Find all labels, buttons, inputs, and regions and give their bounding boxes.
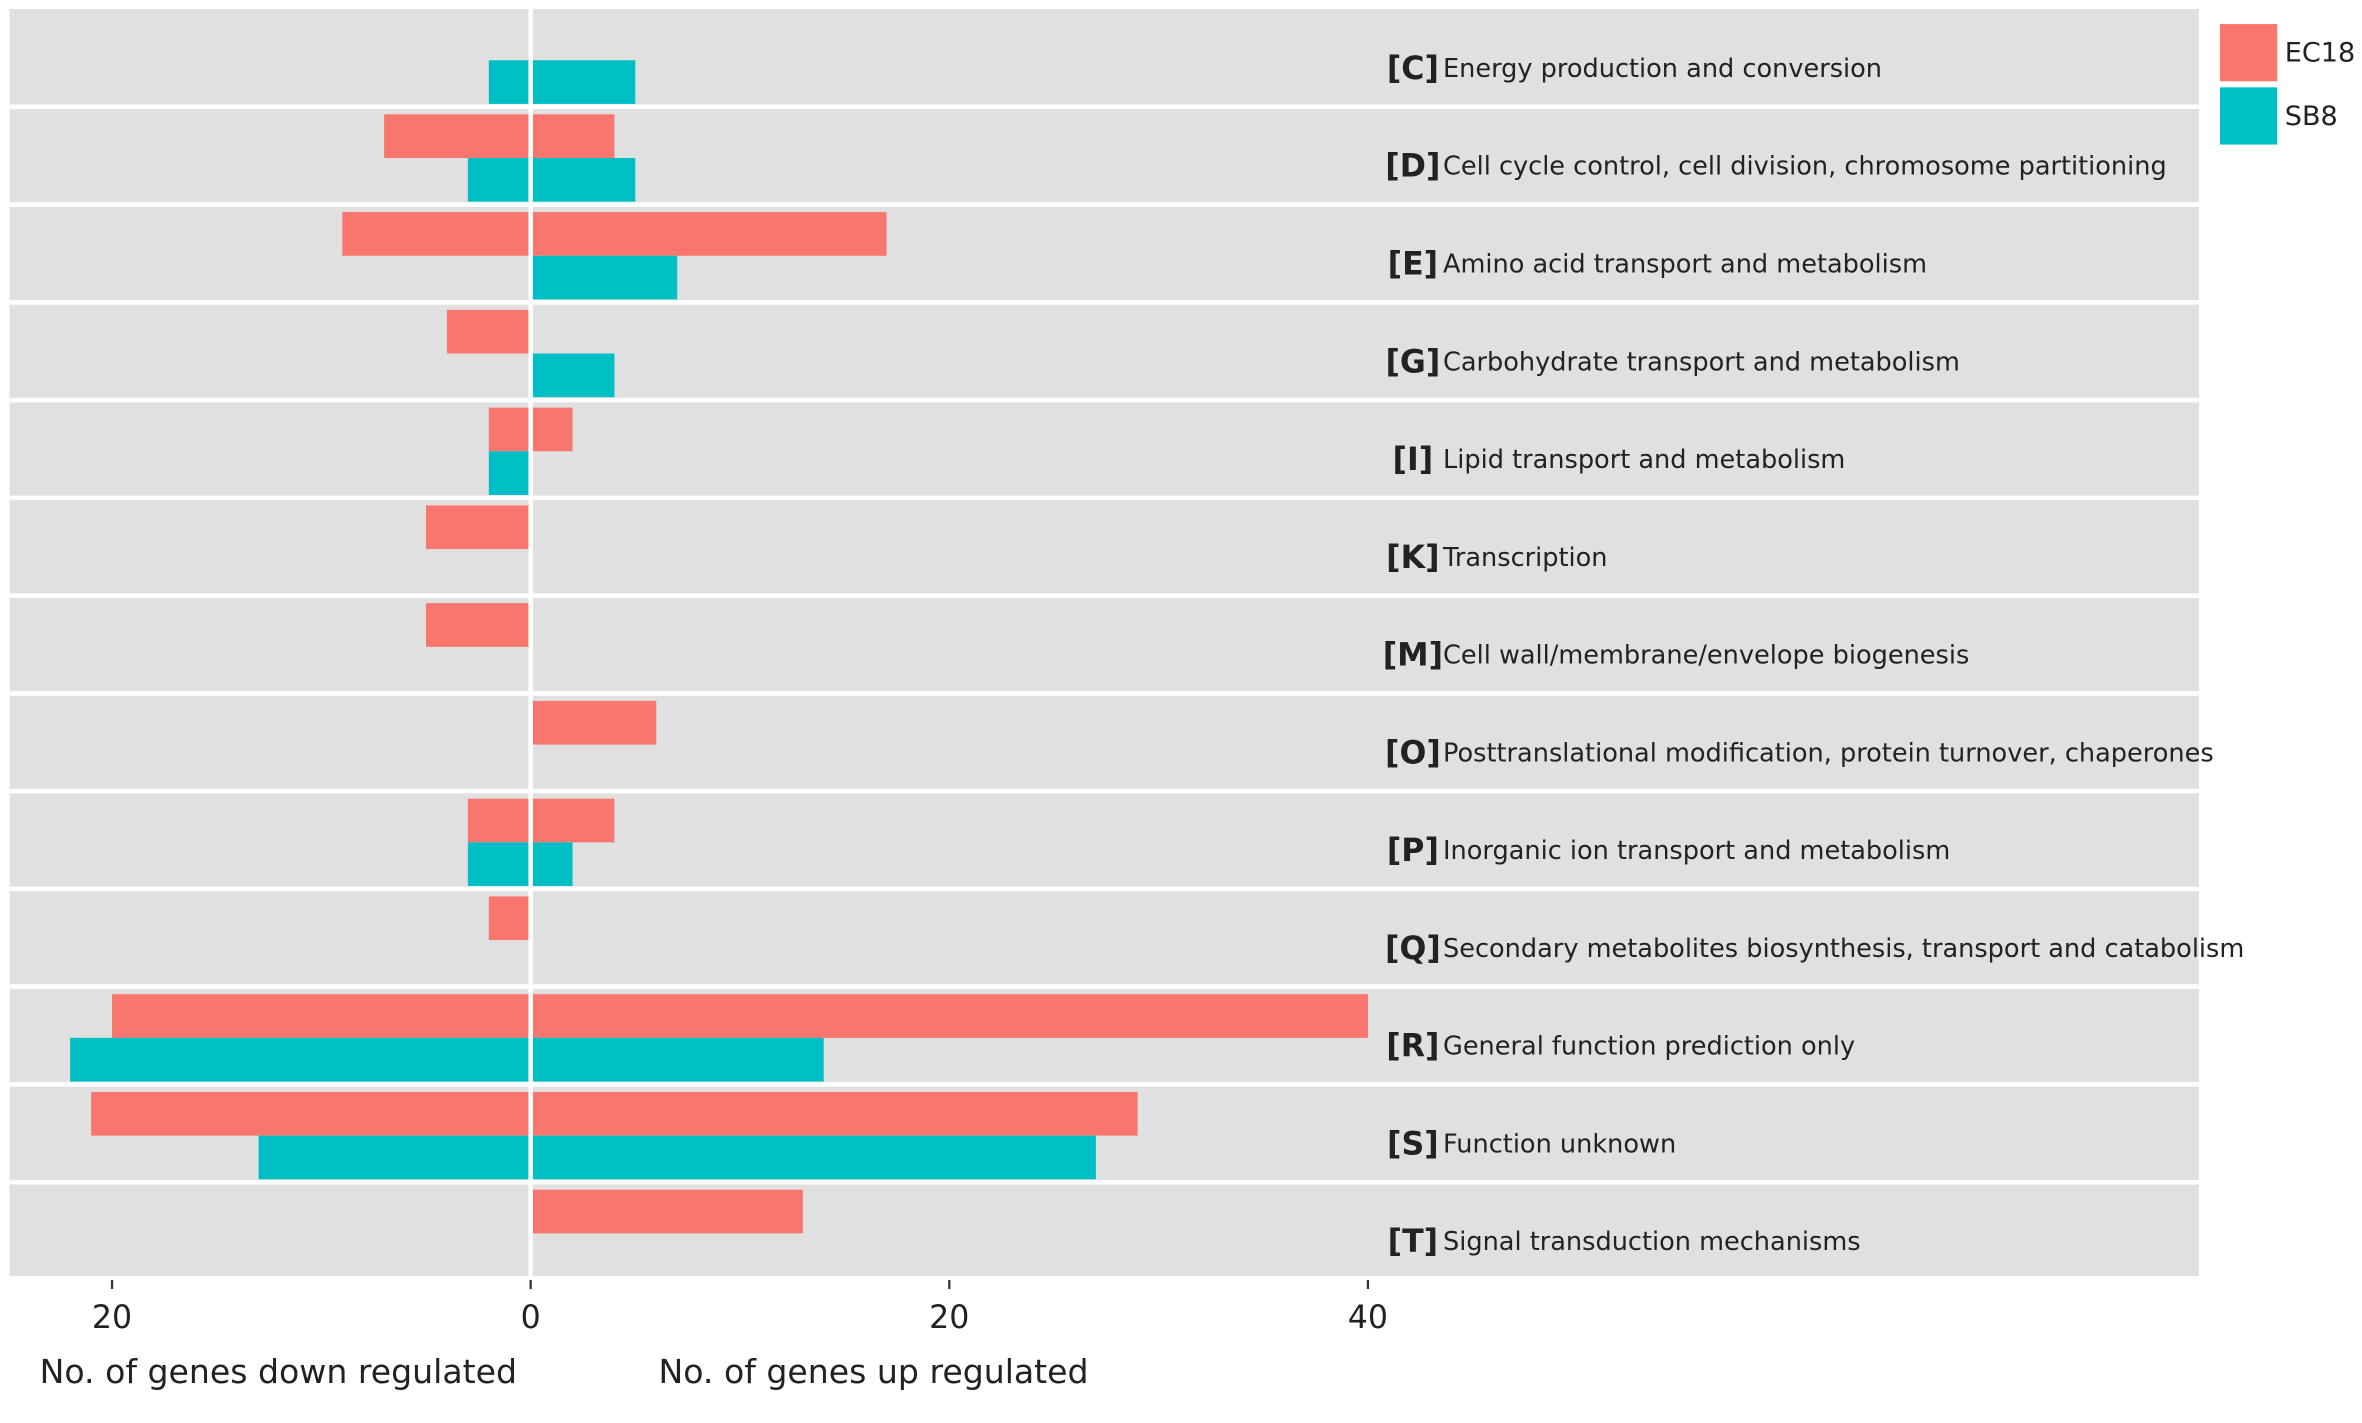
bar: [426, 603, 531, 647]
x-tick-label: 20: [92, 1300, 132, 1336]
bar: [530, 700, 657, 745]
bar: [530, 1189, 803, 1234]
category-code: [P]: [1387, 833, 1439, 869]
category-label: Energy production and conversion: [1443, 54, 1882, 84]
bar: [530, 1091, 1138, 1136]
bar: [70, 1037, 531, 1082]
x-tick-label: 0: [521, 1300, 541, 1336]
category-label: Cell cycle control, cell division, chrom…: [1443, 152, 2167, 182]
bar: [530, 60, 636, 104]
category-label: Carbohydrate transport and metabolism: [1443, 347, 1960, 377]
bar: [530, 114, 615, 158]
bar: [488, 896, 531, 941]
category-label: Posttranslational modification, protein …: [1443, 738, 2214, 768]
category-code: [I]: [1393, 442, 1434, 478]
bar: [530, 212, 887, 256]
bar: [426, 505, 531, 550]
category-label: Signal transduction mechanisms: [1443, 1227, 1861, 1257]
category-label: Secondary metabolites biosynthesis, tran…: [1443, 934, 2244, 964]
category-code: [C]: [1387, 51, 1439, 87]
category-code: [S]: [1387, 1126, 1439, 1162]
bar: [467, 842, 531, 887]
bar: [258, 1135, 531, 1180]
category-code: [E]: [1388, 246, 1439, 282]
bar: [530, 994, 1368, 1038]
bar: [530, 1135, 1096, 1180]
category-code: [T]: [1388, 1224, 1438, 1260]
bar: [467, 798, 531, 843]
bar: [384, 114, 531, 158]
bar: [530, 353, 615, 398]
category-code: [O]: [1385, 735, 1441, 771]
legend-swatch: [2220, 87, 2278, 145]
bar: [467, 157, 531, 202]
category-label: General function prediction only: [1443, 1032, 1855, 1062]
category-code: [K]: [1386, 540, 1439, 576]
category-label: Cell wall/membrane/envelope biogenesis: [1443, 641, 1969, 671]
category-code: [M]: [1383, 638, 1443, 674]
bar: [530, 407, 573, 452]
bar: [91, 1091, 531, 1136]
category-label: Inorganic ion transport and metabolism: [1443, 836, 1950, 866]
category-label: Lipid transport and metabolism: [1443, 445, 1845, 475]
bar: [488, 451, 531, 495]
bar: [530, 255, 678, 300]
bar: [530, 842, 573, 887]
bar: [530, 1037, 824, 1082]
bar: [112, 994, 531, 1038]
bar: [530, 157, 636, 202]
x-axis-label-down: No. of genes down regulated: [40, 1352, 517, 1391]
category-label: Function unknown: [1443, 1129, 1676, 1159]
category-code: [Q]: [1385, 931, 1441, 967]
x-tick-label: 40: [1348, 1300, 1388, 1336]
x-tick-label: 20: [929, 1300, 969, 1336]
category-code: [R]: [1386, 1029, 1439, 1065]
bar: [530, 798, 615, 843]
bar: [488, 60, 531, 104]
x-axis-label-up: No. of genes up regulated: [658, 1352, 1088, 1391]
category-label: Transcription: [1442, 543, 1608, 573]
category-label: Amino acid transport and metabolism: [1443, 249, 1927, 279]
legend-label: EC18: [2285, 38, 2356, 69]
bar: [488, 407, 531, 452]
bar: [342, 212, 531, 256]
legend-swatch: [2220, 24, 2278, 82]
category-code: [G]: [1385, 344, 1440, 380]
bar: [446, 309, 531, 354]
category-code: [D]: [1385, 149, 1440, 185]
legend-label: SB8: [2285, 101, 2338, 132]
